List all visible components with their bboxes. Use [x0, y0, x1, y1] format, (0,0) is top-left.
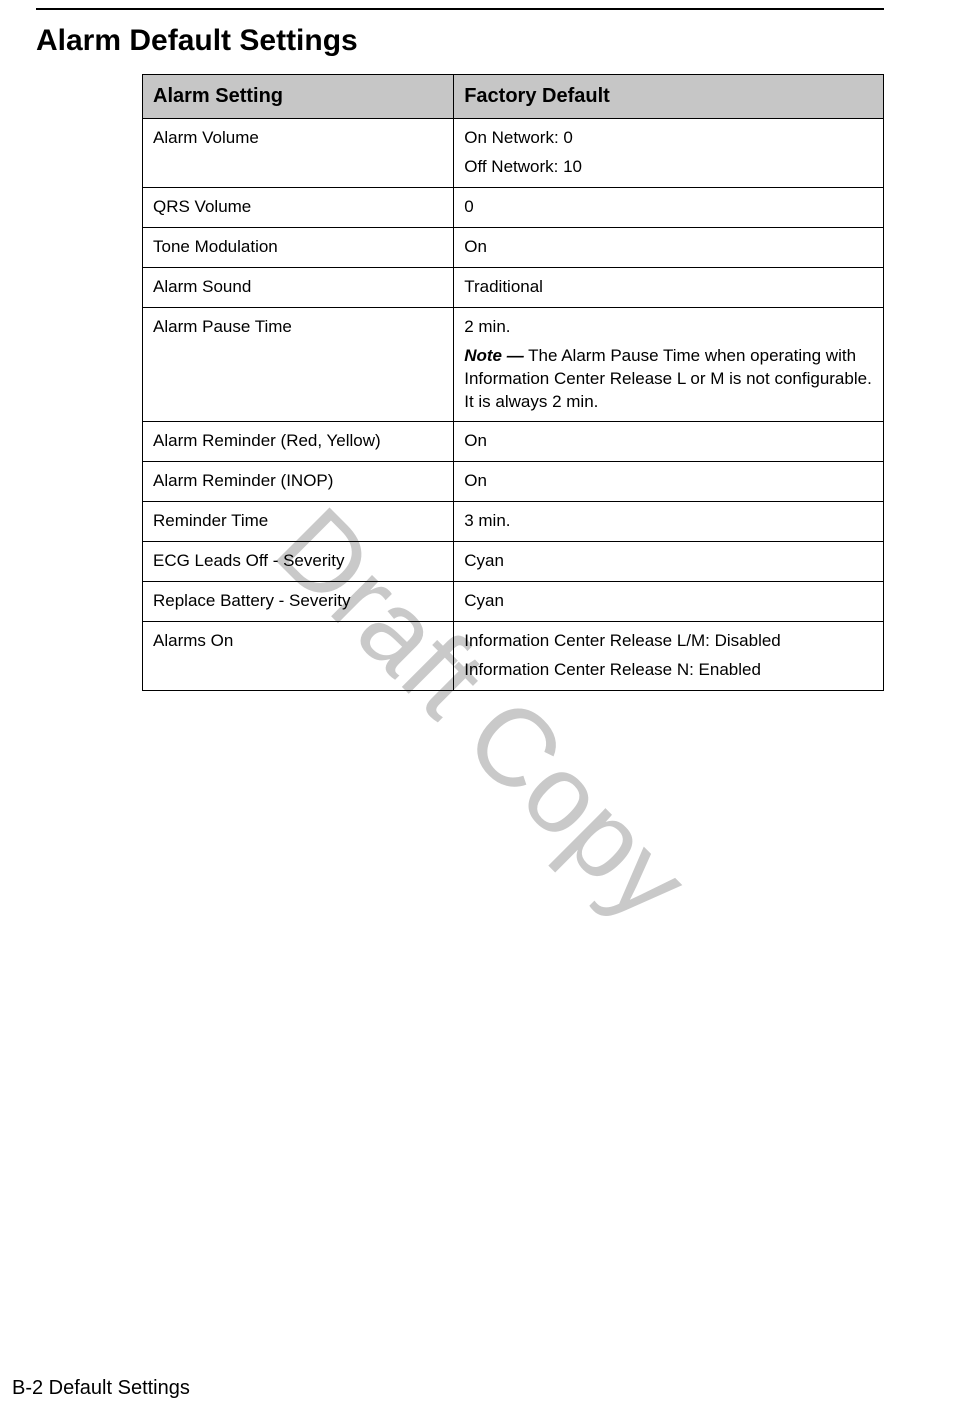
cell-value-line: Traditional [464, 276, 873, 299]
cell-value-line: 3 min. [464, 510, 873, 533]
cell-default: Cyan [454, 582, 884, 622]
cell-value-line: Information Center Release L/M: Disabled [464, 630, 873, 653]
cell-value-line: 0 [464, 196, 873, 219]
cell-default: 2 min. Note — The Alarm Pause Time when o… [454, 307, 884, 422]
cell-note: Note — The Alarm Pause Time when operati… [464, 345, 873, 414]
cell-default: Traditional [454, 267, 884, 307]
cell-default: On [454, 227, 884, 267]
cell-setting: Alarm Volume [143, 119, 454, 188]
table-row: Alarm Reminder (Red, Yellow) On [143, 422, 884, 462]
table-row: Alarm Volume On Network: 0 Off Network: 10 [143, 119, 884, 188]
cell-value-line: On [464, 430, 873, 453]
table-row: Alarm Pause Time 2 min. Note — The Alarm P… [143, 307, 884, 422]
table-row: Tone Modulation On [143, 227, 884, 267]
cell-setting: QRS Volume [143, 187, 454, 227]
table-row: ECG Leads Off - Severity Cyan [143, 542, 884, 582]
cell-setting: Tone Modulation [143, 227, 454, 267]
table-row: Alarm Sound Traditional [143, 267, 884, 307]
cell-value-line: On [464, 236, 873, 259]
cell-value-line: Information Center Release N: Enabled [464, 659, 873, 682]
cell-default: 3 min. [454, 502, 884, 542]
page: Alarm Default Settings Draft Copy Alarm … [0, 0, 964, 1428]
cell-default: Cyan [454, 542, 884, 582]
cell-setting: Alarm Pause Time [143, 307, 454, 422]
table-body: Alarm Volume On Network: 0 Off Network: 10… [143, 119, 884, 691]
col-header-default: Factory Default [454, 75, 884, 119]
alarm-settings-table: Alarm Setting Factory Default Alarm Volu… [142, 74, 884, 691]
cell-value-line: Cyan [464, 550, 873, 573]
cell-setting: Alarm Reminder (Red, Yellow) [143, 422, 454, 462]
cell-default: On [454, 462, 884, 502]
cell-setting: Alarm Reminder (INOP) [143, 462, 454, 502]
cell-value-line: On [464, 470, 873, 493]
cell-setting: ECG Leads Off - Severity [143, 542, 454, 582]
note-label: Note — [464, 346, 524, 365]
cell-default: On Network: 0 Off Network: 10 [454, 119, 884, 188]
cell-value-line: Off Network: 10 [464, 156, 873, 179]
top-horizontal-rule [36, 8, 884, 10]
page-heading: Alarm Default Settings [36, 24, 358, 58]
cell-default: Information Center Release L/M: Disabled… [454, 622, 884, 691]
table-row: Alarm Reminder (INOP) On [143, 462, 884, 502]
cell-value-line: Cyan [464, 590, 873, 613]
cell-setting: Replace Battery - Severity [143, 582, 454, 622]
cell-default: 0 [454, 187, 884, 227]
cell-value-line: On Network: 0 [464, 127, 873, 150]
table-row: Alarms OnInformation Center Release L/M:… [143, 622, 884, 691]
table-header-row: Alarm Setting Factory Default [143, 75, 884, 119]
col-header-setting: Alarm Setting [143, 75, 454, 119]
table-row: Reminder Time 3 min. [143, 502, 884, 542]
cell-setting: Reminder Time [143, 502, 454, 542]
table-row: QRS Volume 0 [143, 187, 884, 227]
cell-value-line: 2 min. [464, 316, 873, 339]
cell-setting: Alarms On [143, 622, 454, 691]
page-footer: B-2 Default Settings [12, 1377, 190, 1400]
cell-setting: Alarm Sound [143, 267, 454, 307]
note-text: The Alarm Pause Time when operating with… [464, 346, 872, 411]
table-row: Replace Battery - Severity Cyan [143, 582, 884, 622]
alarm-settings-table-wrap: Alarm Setting Factory Default Alarm Volu… [142, 74, 884, 691]
cell-default: On [454, 422, 884, 462]
